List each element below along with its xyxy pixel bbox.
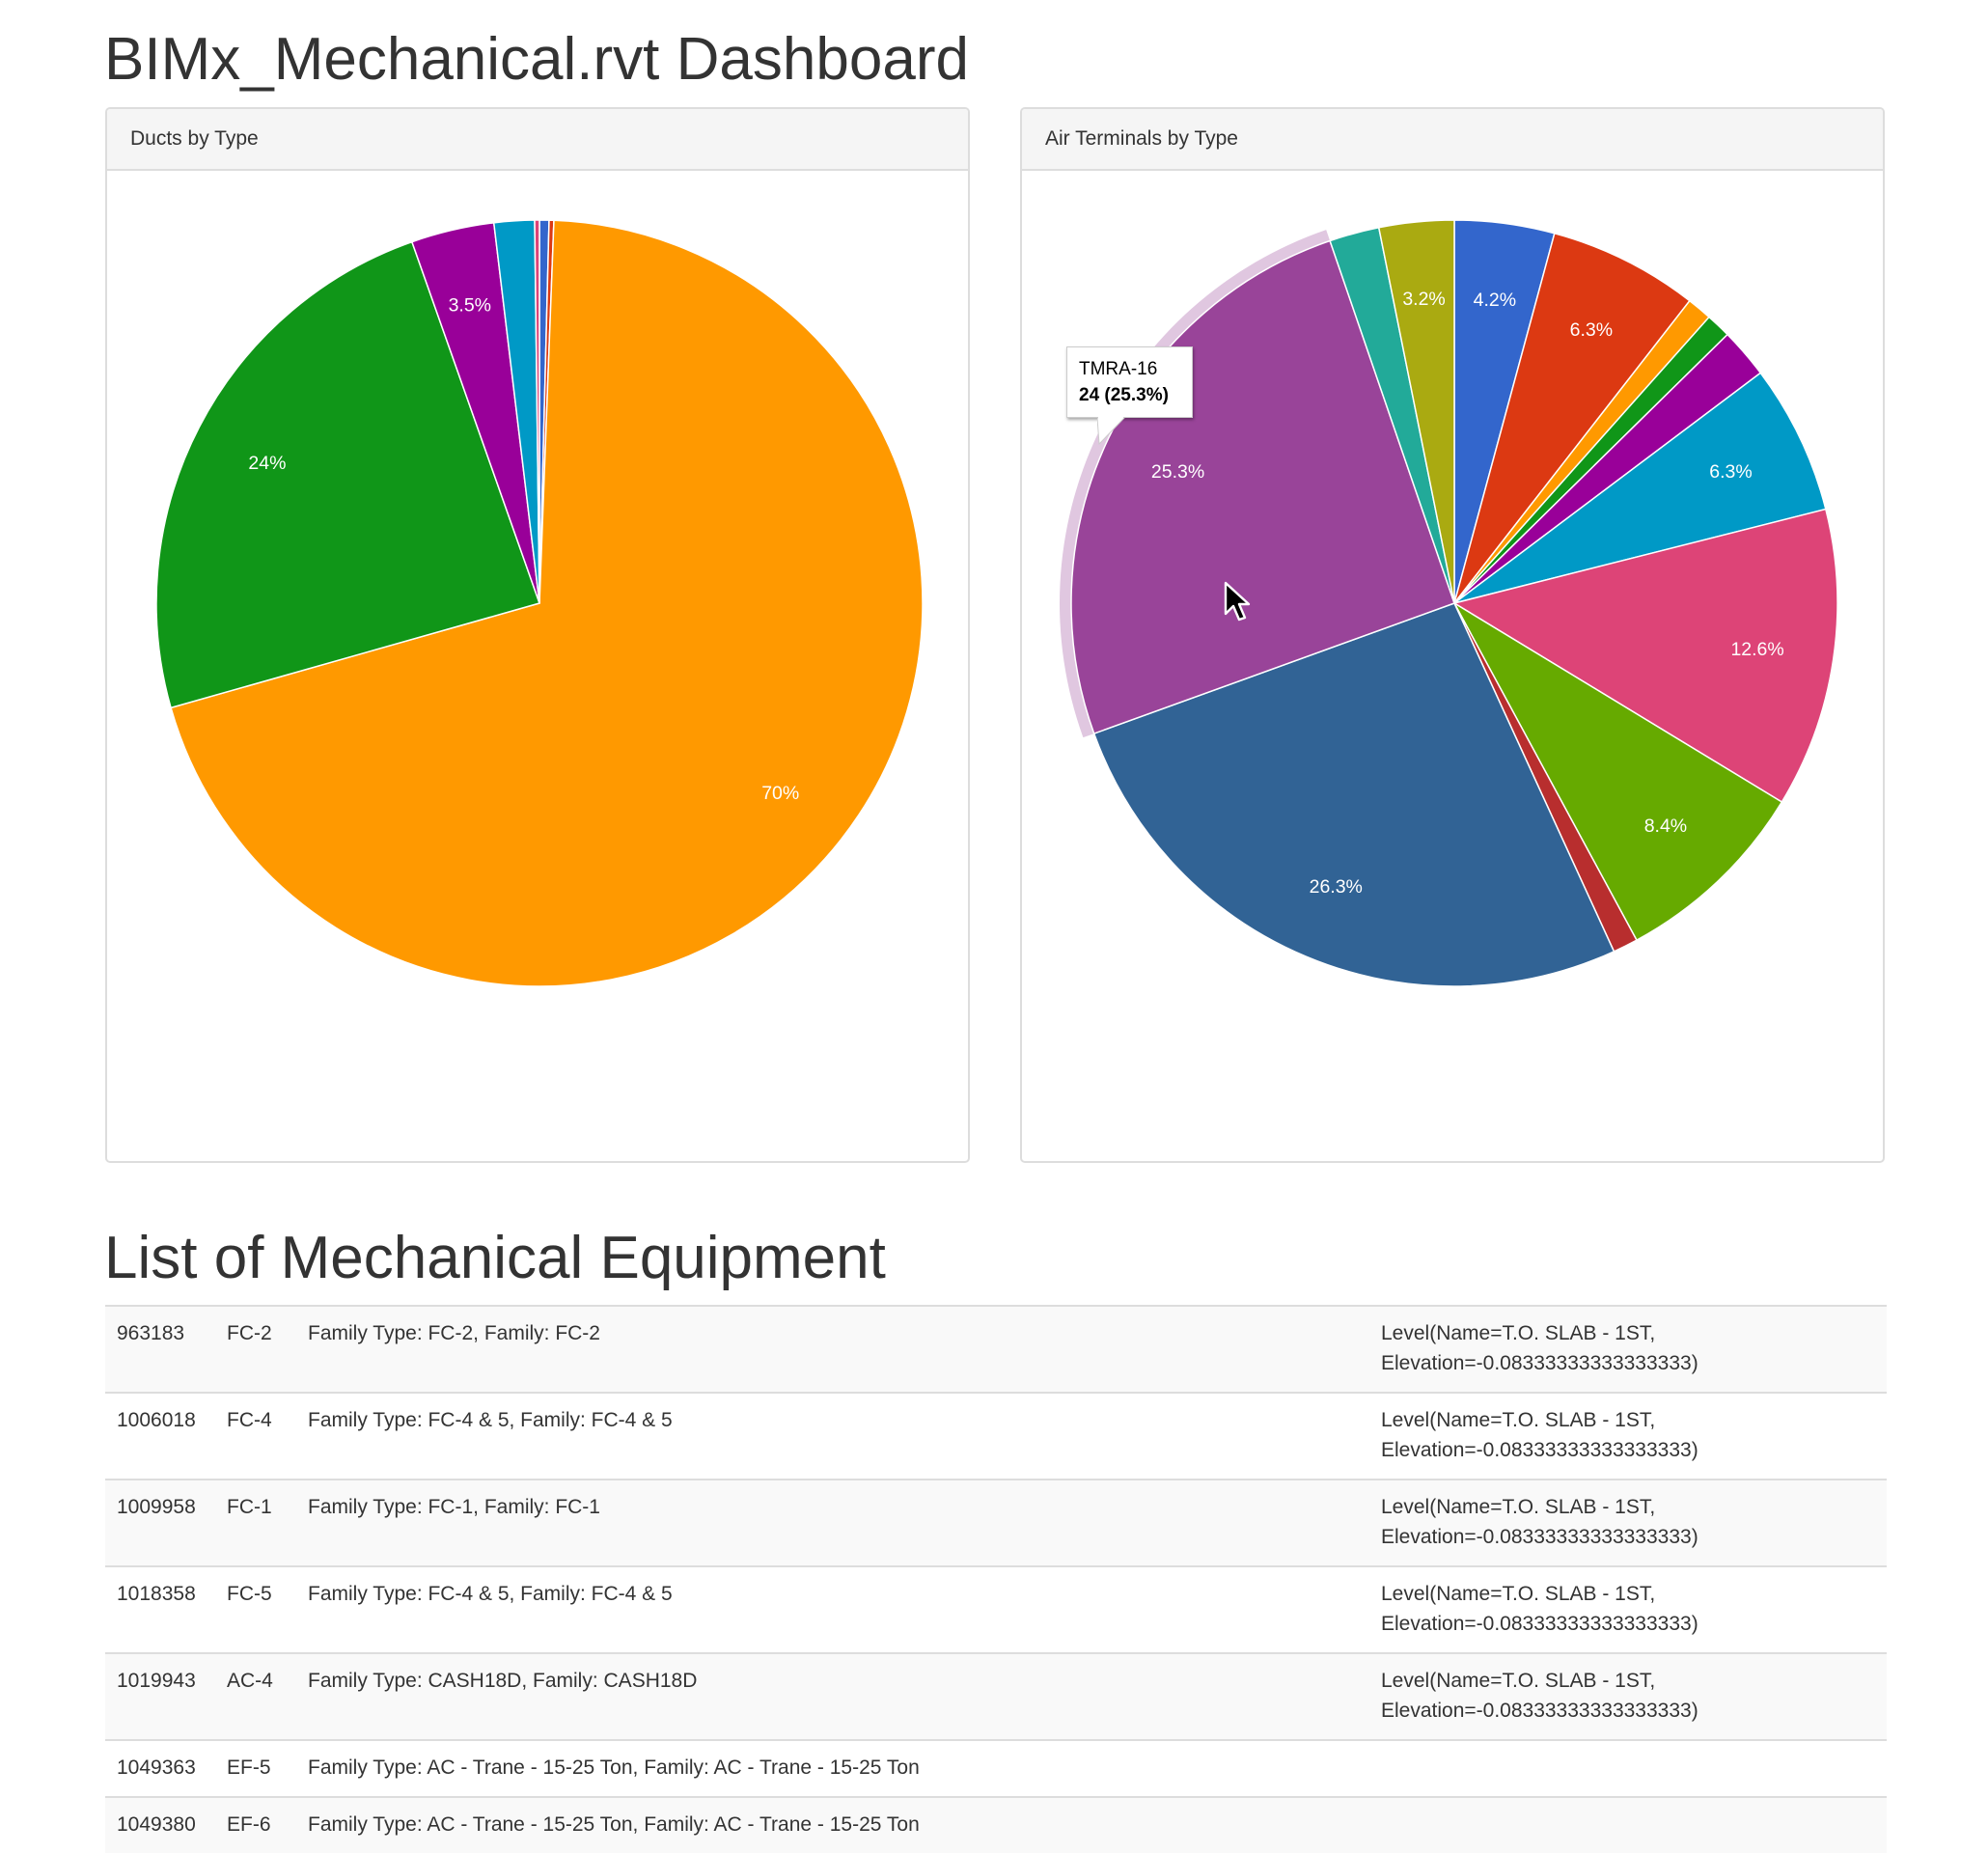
slice-label: 26.3% xyxy=(1310,876,1363,898)
equipment-id: 1019943 xyxy=(117,1670,196,1692)
slice-label: 12.6% xyxy=(1730,639,1783,660)
air-terminals-pie-chart: 4.2% 6.3% 6.3% 12.6% 8.4% 26.3% 25.3% 3.2% xyxy=(1060,219,1838,987)
pie-slice[interactable] xyxy=(170,219,924,987)
equipment-id: 963183 xyxy=(117,1322,185,1344)
chart-tooltip: TMRA-16 24 (25.3%) xyxy=(1066,346,1193,418)
pie-slice[interactable] xyxy=(1453,372,1827,604)
equipment-id: 1049380 xyxy=(117,1813,196,1836)
equipment-level: Level(Name=T.O. SLAB - 1ST, Elevation=-0… xyxy=(1381,1583,1698,1635)
pie-slice[interactable] xyxy=(1377,219,1455,604)
pie-slice[interactable] xyxy=(534,219,540,604)
equipment-mark: FC-1 xyxy=(227,1496,272,1518)
table-row: 1018358 FC-5 Family Type: FC-4 & 5, Family… xyxy=(105,1566,1887,1653)
equipment-family: Family Type: AC - Trane - 15-25 Ton, Fam… xyxy=(308,1813,920,1836)
equipment-level: Level(Name=T.O. SLAB - 1ST, Elevation=-0… xyxy=(1381,1670,1698,1722)
equipment-table: 963183 FC-2 Family Type: FC-2, Family: FC-… xyxy=(105,1305,1887,1853)
equipment-id: 1009958 xyxy=(117,1496,196,1518)
equipment-mark: EF-5 xyxy=(227,1756,271,1779)
equipment-level: Level(Name=T.O. SLAB - 1ST, Elevation=-0… xyxy=(1381,1496,1698,1548)
slice-label: 8.4% xyxy=(1644,816,1687,837)
equipment-family: Family Type: AC - Trane - 15-25 Ton, Fam… xyxy=(308,1756,920,1779)
ducts-panel: Ducts by Type 70% 24% 3.5% xyxy=(105,107,970,1163)
slice-label: 6.3% xyxy=(1570,319,1613,341)
slice-label: 24% xyxy=(248,453,286,474)
ducts-panel-heading: Ducts by Type xyxy=(107,109,968,171)
air-terminals-panel-heading: Air Terminals by Type xyxy=(1022,109,1883,171)
page-title: BIMx_Mechanical.rvt Dashboard xyxy=(104,26,969,93)
equipment-section-title: List of Mechanical Equipment xyxy=(104,1225,886,1291)
mouse-cursor-icon xyxy=(1224,581,1251,622)
table-row: 1009958 FC-1 Family Type: FC-1, Family: FC… xyxy=(105,1480,1887,1566)
equipment-family: Family Type: FC-2, Family: FC-2 xyxy=(308,1322,600,1344)
equipment-family: Family Type: FC-4 & 5, Family: FC-4 & 5 xyxy=(308,1583,673,1605)
slice-label: 70% xyxy=(761,783,799,804)
tooltip-pointer xyxy=(1097,417,1126,446)
equipment-family: Family Type: CASH18D, Family: CASH18D xyxy=(308,1670,698,1692)
pie-slice[interactable] xyxy=(1452,508,1838,804)
tooltip-value: 24 (25.3%) xyxy=(1079,385,1169,405)
equipment-level: Level(Name=T.O. SLAB - 1ST, Elevation=-0… xyxy=(1381,1322,1698,1374)
equipment-mark: FC-2 xyxy=(227,1322,272,1344)
table-row: 1006018 FC-4 Family Type: FC-4 & 5, Family… xyxy=(105,1393,1887,1480)
slice-label: 3.5% xyxy=(449,295,491,317)
tooltip-label: TMRA-16 xyxy=(1079,359,1158,379)
equipment-id: 1018358 xyxy=(117,1583,196,1605)
table-row: 1019943 AC-4 Family Type: CASH18D, Family:… xyxy=(105,1653,1887,1740)
pie-slice[interactable] xyxy=(155,240,540,709)
equipment-level xyxy=(1369,1797,1887,1853)
table-row: 1049380 EF-6 Family Type: AC - Trane - 15-… xyxy=(105,1797,1887,1853)
equipment-family: Family Type: FC-4 & 5, Family: FC-4 & 5 xyxy=(308,1409,673,1431)
slice-label: 6.3% xyxy=(1709,461,1752,483)
pie-slice[interactable] xyxy=(1452,600,1783,942)
table-row: 1049363 EF-5 Family Type: AC - Trane - 15-… xyxy=(105,1740,1887,1797)
equipment-level xyxy=(1369,1740,1887,1797)
equipment-level: Level(Name=T.O. SLAB - 1ST, Elevation=-0… xyxy=(1381,1409,1698,1461)
slice-label: 25.3% xyxy=(1151,461,1204,483)
slice-label: 4.2% xyxy=(1474,290,1516,311)
equipment-id: 1006018 xyxy=(117,1409,196,1431)
equipment-mark: AC-4 xyxy=(227,1670,273,1692)
equipment-mark: FC-5 xyxy=(227,1583,272,1605)
equipment-id: 1049363 xyxy=(117,1756,196,1779)
pie-slice[interactable] xyxy=(1092,602,1615,987)
equipment-family: Family Type: FC-1, Family: FC-1 xyxy=(308,1496,600,1518)
equipment-mark: EF-6 xyxy=(227,1813,271,1836)
ducts-pie-chart: 70% 24% 3.5% xyxy=(155,219,924,987)
equipment-mark: FC-4 xyxy=(227,1409,272,1431)
slice-label: 3.2% xyxy=(1402,289,1445,310)
pie-slice[interactable] xyxy=(1453,232,1691,604)
table-row: 963183 FC-2 Family Type: FC-2, Family: FC-… xyxy=(105,1306,1887,1393)
air-terminals-panel: Air Terminals by Type 4.2% 6.3% 6.3% 12.6% 8… xyxy=(1020,107,1885,1163)
